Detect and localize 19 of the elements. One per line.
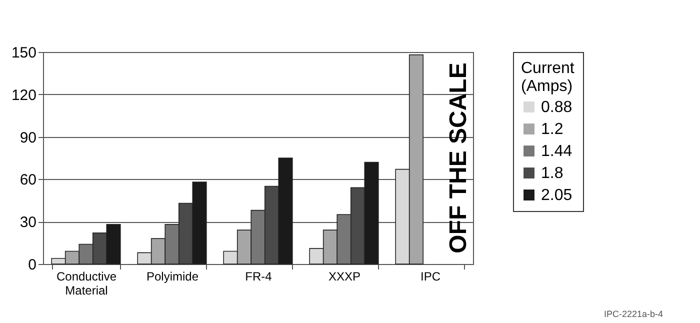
legend-label: 2.05	[541, 187, 572, 204]
legend-label: 1.44	[541, 143, 572, 160]
y-tick-label: 60	[20, 172, 36, 189]
y-tick-label: 150	[11, 44, 36, 62]
x-tick-label: FR-4	[245, 270, 272, 284]
annotation: OFF THE SCALE	[445, 62, 472, 254]
y-tick-label: 30	[20, 214, 36, 232]
x-tick-label: Conductive Material	[56, 270, 117, 298]
x-tick-label: IPC	[420, 270, 441, 284]
legend-label: 0.88	[541, 99, 572, 116]
legend-title: Current (Amps)	[521, 60, 575, 95]
text: IPC-2221a-b-4	[604, 309, 663, 319]
y-tick-label: 120	[11, 86, 36, 104]
legend-label: 1.2	[541, 121, 564, 138]
y-tick-label: 90	[20, 129, 36, 146]
legend-label: 1.8	[541, 165, 564, 182]
y-tick-label: 0	[28, 256, 36, 274]
x-tick-label: XXXP	[328, 270, 361, 284]
x-tick-label: Polyimide	[146, 270, 199, 284]
